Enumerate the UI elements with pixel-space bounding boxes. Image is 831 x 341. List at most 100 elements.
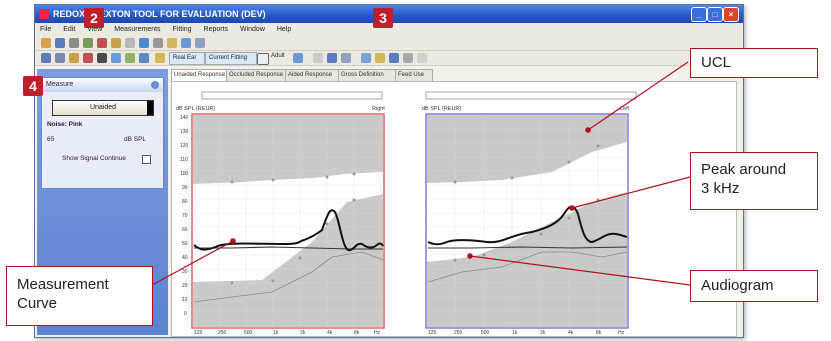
collapse-icon[interactable] bbox=[151, 81, 159, 89]
realear-icon[interactable] bbox=[155, 53, 165, 63]
measure-button[interactable]: Unaided bbox=[52, 100, 154, 116]
menu-reports[interactable]: Reports bbox=[203, 26, 229, 33]
panel-title: Measure bbox=[42, 78, 163, 92]
audiogram-callout: Audiogram bbox=[690, 270, 818, 302]
x-tick: 1k bbox=[273, 330, 279, 336]
toolbar-top bbox=[35, 36, 743, 51]
layout-icon[interactable] bbox=[55, 53, 65, 63]
save-session-icon[interactable] bbox=[41, 53, 51, 63]
y-tick: 110 bbox=[180, 157, 188, 163]
graph-icon[interactable] bbox=[139, 53, 149, 63]
ucl-callout: UCL bbox=[690, 48, 818, 78]
x-tick: 4k bbox=[568, 330, 574, 336]
left-slider-bar[interactable] bbox=[201, 91, 383, 100]
tools-icon[interactable] bbox=[153, 38, 163, 48]
zoom-icon[interactable] bbox=[195, 38, 205, 48]
mono-icon[interactable] bbox=[341, 53, 351, 63]
x-tick: 8k bbox=[354, 330, 360, 336]
menu-file[interactable]: File bbox=[40, 26, 52, 33]
tab-unaided[interactable]: Unaided Response bbox=[171, 69, 228, 81]
menu-view[interactable]: View bbox=[87, 26, 103, 33]
compare-icon[interactable] bbox=[181, 38, 191, 48]
stop-icon[interactable] bbox=[83, 53, 93, 63]
y-tick: 140 bbox=[180, 115, 189, 121]
y-tick: 0 bbox=[184, 311, 187, 317]
menu-fitting[interactable]: Fitting bbox=[172, 26, 192, 33]
y-tick: 70 bbox=[182, 213, 188, 219]
level-value: 65 bbox=[47, 136, 55, 143]
right-slider-bar[interactable] bbox=[425, 91, 637, 100]
right-xaxis: 125 250 500 1k 2k 4k 8k Hz bbox=[428, 330, 625, 336]
menu-help[interactable]: Help bbox=[276, 26, 292, 33]
measure-button-label: Unaided bbox=[89, 104, 117, 111]
peak-callout-line1: Peak around bbox=[701, 161, 787, 178]
x-tick: 4k bbox=[327, 330, 333, 336]
save-icon[interactable] bbox=[55, 38, 65, 48]
signal-label: Show Signal Continue bbox=[62, 155, 126, 162]
y-tick: 30 bbox=[182, 269, 188, 275]
y-tick: 100 bbox=[180, 171, 189, 177]
speaker-icon[interactable] bbox=[111, 53, 121, 63]
x-tick: 500 bbox=[481, 330, 490, 336]
measurement-callout-line2: Curve bbox=[17, 295, 58, 312]
toolbar-bottom: Real Ear Current Fitting Adult bbox=[35, 51, 743, 66]
noise-label: Noise: Pink bbox=[47, 121, 83, 128]
left-xaxis: 125 250 500 1k 2k 4k 8k Hz bbox=[194, 330, 381, 336]
edit-icon[interactable] bbox=[111, 38, 121, 48]
list-icon[interactable] bbox=[313, 53, 323, 63]
y-tick: 50 bbox=[182, 241, 188, 247]
maximize-button[interactable]: □ bbox=[707, 7, 723, 22]
ucl-callout-text: UCL bbox=[701, 54, 732, 71]
measure-icon[interactable] bbox=[97, 53, 107, 63]
chart-canvas: dB SPL (REUR) Right 140 bbox=[176, 91, 637, 336]
signal-checkbox[interactable] bbox=[142, 155, 151, 164]
real-ear-button[interactable]: Real Ear bbox=[169, 52, 205, 65]
print-icon[interactable] bbox=[69, 38, 79, 48]
menu-window[interactable]: Window bbox=[239, 26, 265, 33]
app-icon bbox=[39, 9, 49, 19]
x-tick: 250 bbox=[218, 330, 227, 336]
right-plot bbox=[425, 113, 629, 329]
copy-icon[interactable] bbox=[417, 53, 427, 63]
notes-icon[interactable] bbox=[167, 38, 177, 48]
left-measurement-curve bbox=[193, 209, 384, 252]
probe-icon[interactable] bbox=[69, 53, 79, 63]
grid-icon[interactable] bbox=[389, 53, 399, 63]
tab-feed[interactable]: Feed Use bbox=[395, 69, 433, 81]
minimize-button[interactable]: _ bbox=[691, 7, 707, 22]
measure-panel: Measure Unaided Noise: Pink 65 dB SPL Sh… bbox=[41, 77, 164, 189]
badge-3: 3 bbox=[373, 8, 393, 28]
menu-measurements[interactable]: Measurements bbox=[114, 26, 161, 33]
chart-icon[interactable] bbox=[293, 53, 303, 63]
binaural-icon[interactable] bbox=[327, 53, 337, 63]
settings-icon[interactable] bbox=[125, 38, 135, 48]
close-button[interactable]: × bbox=[723, 7, 739, 22]
x-tick: 500 bbox=[244, 330, 253, 336]
marker-icon[interactable] bbox=[375, 53, 385, 63]
help-icon[interactable] bbox=[139, 38, 149, 48]
client-icon[interactable] bbox=[83, 38, 93, 48]
open-icon[interactable] bbox=[41, 38, 51, 48]
right-ucl-region bbox=[427, 115, 627, 183]
y-tick: 10 bbox=[182, 297, 188, 303]
calibrate-icon[interactable] bbox=[125, 53, 135, 63]
panel-title-text: Measure bbox=[46, 81, 74, 88]
view-icon[interactable] bbox=[257, 53, 269, 65]
menu-edit[interactable]: Edit bbox=[63, 26, 76, 33]
y-tick: 120 bbox=[180, 143, 189, 149]
left-audiogram-region bbox=[193, 194, 383, 327]
audiogram-callout-text: Audiogram bbox=[701, 277, 774, 294]
chart-area: dB SPL (REUR) Right 140 bbox=[171, 81, 737, 337]
left-yaxis: 140 130 120 110 100 90 80 70 60 50 40 30… bbox=[180, 115, 189, 317]
tab-occluded[interactable]: Occluded Response bbox=[226, 69, 287, 81]
refresh-icon[interactable] bbox=[403, 53, 413, 63]
current-fitting-button[interactable]: Current Fitting bbox=[205, 52, 257, 65]
x-tick: 2k bbox=[540, 330, 546, 336]
y-tick: 90 bbox=[182, 185, 188, 191]
pen-icon[interactable] bbox=[361, 53, 371, 63]
tab-gross[interactable]: Gross Definition bbox=[338, 69, 397, 81]
x-tick: 125 bbox=[428, 330, 437, 336]
y-tick: 130 bbox=[180, 129, 189, 135]
tab-aided[interactable]: Aided Response bbox=[285, 69, 340, 81]
delete-icon[interactable] bbox=[97, 38, 107, 48]
